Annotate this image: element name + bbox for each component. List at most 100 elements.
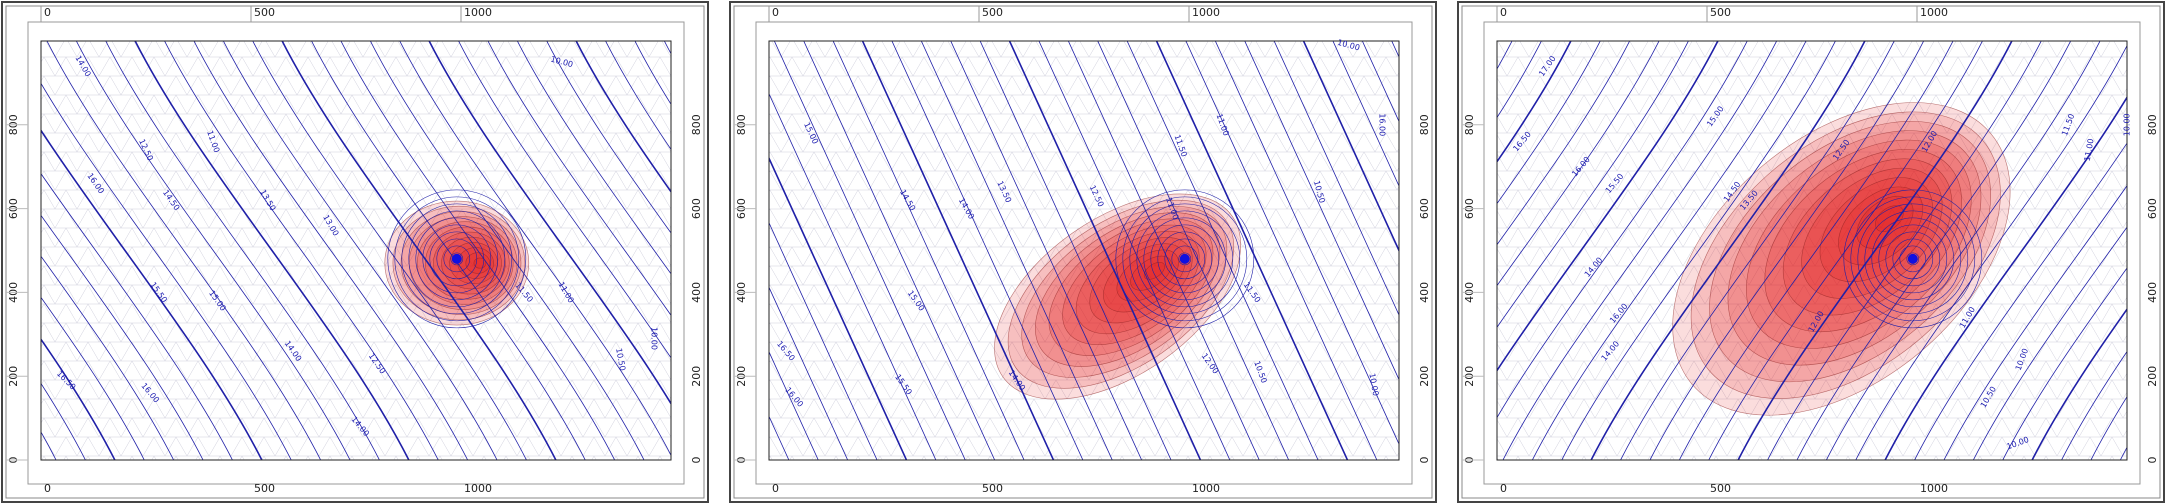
- well-contour: [443, 245, 471, 273]
- contour-line: [311, 41, 586, 460]
- well-contour: [1122, 196, 1248, 322]
- well: [1179, 253, 1190, 264]
- well-contour: [1843, 189, 1983, 329]
- contour-line: [891, 41, 1084, 460]
- contour-line: [2002, 267, 2127, 460]
- y-tick-label-right: 800: [2146, 114, 2159, 135]
- well-contour: [436, 238, 478, 280]
- contour-line: [41, 337, 116, 460]
- contour-line: [634, 41, 671, 105]
- plot-area: [769, 41, 1399, 460]
- contour-label: 11.00: [2083, 138, 2096, 162]
- contour-line: [2031, 307, 2127, 460]
- contour-line: [605, 41, 671, 151]
- plot-area: [41, 41, 671, 460]
- y-tick-label-right: 400: [690, 282, 703, 303]
- well-contour: [1906, 252, 1920, 266]
- contour-line: [1972, 226, 2127, 460]
- panel-frame-inner: [733, 5, 1433, 499]
- x-tick-label-top: 1000: [1192, 6, 1220, 19]
- well-contour: [1850, 196, 1976, 322]
- contour-line: [1155, 41, 1349, 460]
- well-contour: [1885, 231, 1941, 287]
- plume-ring: [1672, 102, 2011, 416]
- contour-line: [41, 255, 175, 460]
- plume-ring: [1143, 261, 1165, 280]
- axis-frame: [755, 21, 1413, 485]
- y-tick-label-right: 600: [1418, 198, 1431, 219]
- contour-line: [1273, 41, 1399, 317]
- contour-line: [41, 82, 292, 460]
- well-contour: [422, 224, 492, 294]
- contour-line: [1855, 44, 2127, 460]
- contour-line: [1361, 41, 1399, 123]
- x-tick-label-top: 500: [254, 6, 275, 19]
- contour-line: [2090, 396, 2127, 460]
- x-tick-label-top: 1000: [1920, 6, 1948, 19]
- well-contour: [1178, 252, 1192, 266]
- contour-line: [769, 221, 878, 460]
- y-tick-label-right: 400: [1418, 282, 1431, 303]
- contour-line: [1737, 41, 2013, 460]
- contour-line: [1502, 41, 1778, 460]
- contour-line: [832, 41, 1025, 460]
- contour-line: [803, 41, 996, 460]
- contour-line: [1214, 41, 1399, 446]
- contour-line: [516, 41, 671, 275]
- y-tick-label-right: 400: [2146, 282, 2159, 303]
- y-tick-label-right: 600: [690, 198, 703, 219]
- x-tick-label-top: 500: [982, 6, 1003, 19]
- plume-ring: [1130, 255, 1172, 291]
- plume-ring: [994, 193, 1241, 400]
- y-tick-label-right: 0: [690, 457, 703, 464]
- contour-line: [1497, 41, 1719, 372]
- well-contour: [387, 189, 527, 329]
- contour-line: [252, 41, 527, 460]
- plot-area: [1497, 41, 2127, 460]
- x-tick-label-bottom: 500: [982, 482, 1003, 495]
- plume-ring: [1075, 230, 1200, 335]
- x-tick-label-top: 1000: [464, 6, 492, 19]
- mesh: [41, 41, 671, 460]
- contour-line: [340, 41, 616, 460]
- contour-line: [1767, 41, 2042, 460]
- contour-line: [1561, 41, 1836, 460]
- well: [1907, 253, 1918, 264]
- y-tick-label-right: 200: [2146, 366, 2159, 387]
- contour-line: [1497, 41, 1601, 205]
- contour-line: [1038, 41, 1231, 460]
- contour-line: [1097, 41, 1290, 460]
- x-tick-label-top: 0: [772, 6, 779, 19]
- plume-ring: [1819, 177, 1933, 283]
- contour-line: [41, 129, 263, 460]
- contour-line: [1497, 41, 1542, 119]
- x-tick-label-top: 0: [44, 6, 51, 19]
- contour-line: [75, 41, 351, 460]
- plume-ring: [1874, 205, 1904, 232]
- contour-line: [546, 41, 671, 234]
- contour-line: [950, 41, 1143, 460]
- contour-line: [1497, 41, 1660, 287]
- contour-line: [428, 41, 671, 406]
- contour-line: [979, 41, 1172, 460]
- x-tick-label-bottom: 1000: [1192, 482, 1220, 495]
- contour-line: [1796, 41, 2072, 460]
- plume-ring: [1007, 199, 1235, 389]
- contour-line: [134, 41, 410, 460]
- y-tick-label-right: 800: [690, 114, 703, 135]
- well-contour: [1157, 231, 1213, 287]
- x-tick-label-top: 0: [1500, 6, 1507, 19]
- contour-line: [46, 41, 322, 460]
- contour-line: [193, 41, 469, 460]
- plume-ring: [424, 226, 510, 300]
- contour-line: [1332, 41, 1399, 187]
- contour-line: [575, 41, 671, 194]
- contour-label: 10.00: [1367, 373, 1380, 397]
- plume-ring: [1764, 149, 1962, 333]
- x-tick-label-bottom: 0: [1500, 482, 1507, 495]
- axis-frame: [27, 21, 685, 485]
- well-contour: [1857, 203, 1969, 315]
- contour-line: [1008, 41, 1202, 460]
- well-contour: [1164, 238, 1206, 280]
